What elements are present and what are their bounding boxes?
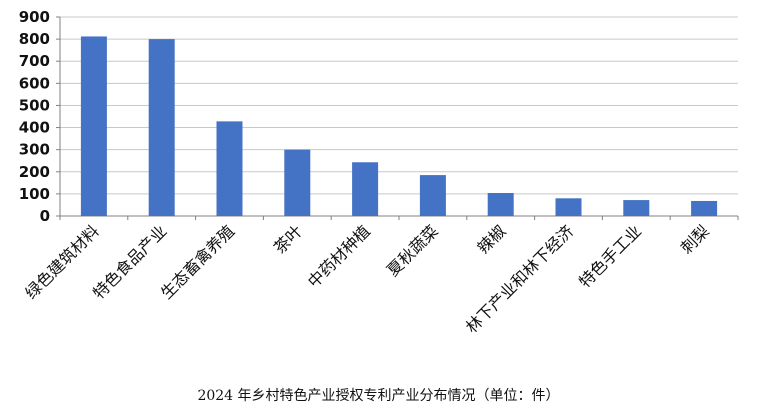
y-tick-label: 400 — [19, 119, 50, 137]
x-tick-label: 特色手工业 — [575, 221, 645, 291]
x-tick-label: 中药材种植 — [304, 221, 374, 291]
y-axis: 0 100 200 300 400 500 600 700 800 900 — [19, 8, 61, 225]
x-tick-label: 辣椒 — [473, 221, 509, 257]
bar — [148, 39, 175, 216]
bar — [555, 198, 582, 216]
x-tick-label: 夏秋蔬菜 — [383, 221, 442, 280]
y-tick-label: 0 — [40, 207, 50, 225]
x-tick-label: 茶叶 — [270, 221, 306, 257]
y-tick-label: 800 — [19, 30, 50, 48]
bar — [284, 149, 311, 216]
bar — [623, 200, 650, 216]
y-tick-label: 500 — [19, 96, 50, 114]
bars — [80, 36, 718, 216]
bar — [691, 200, 718, 216]
y-tick-label: 300 — [19, 141, 50, 159]
bar-chart: 0 100 200 300 400 500 600 700 800 900 绿色建筑材料特色食品产… — [19, 8, 739, 337]
bar — [487, 193, 514, 216]
bar — [216, 121, 243, 216]
y-tick-label: 200 — [19, 163, 50, 181]
y-tick-label: 900 — [19, 8, 50, 26]
y-tick-label: 100 — [19, 185, 50, 203]
x-tick-label: 刺梨 — [677, 221, 713, 257]
chart-title: 2024 年乡村特色产业授权专利产业分布情况（单位：件） — [197, 388, 560, 404]
bar — [419, 175, 446, 216]
bar — [80, 36, 107, 216]
bar — [352, 162, 379, 216]
y-tick-label: 600 — [19, 74, 50, 92]
y-tick-label: 700 — [19, 52, 50, 70]
